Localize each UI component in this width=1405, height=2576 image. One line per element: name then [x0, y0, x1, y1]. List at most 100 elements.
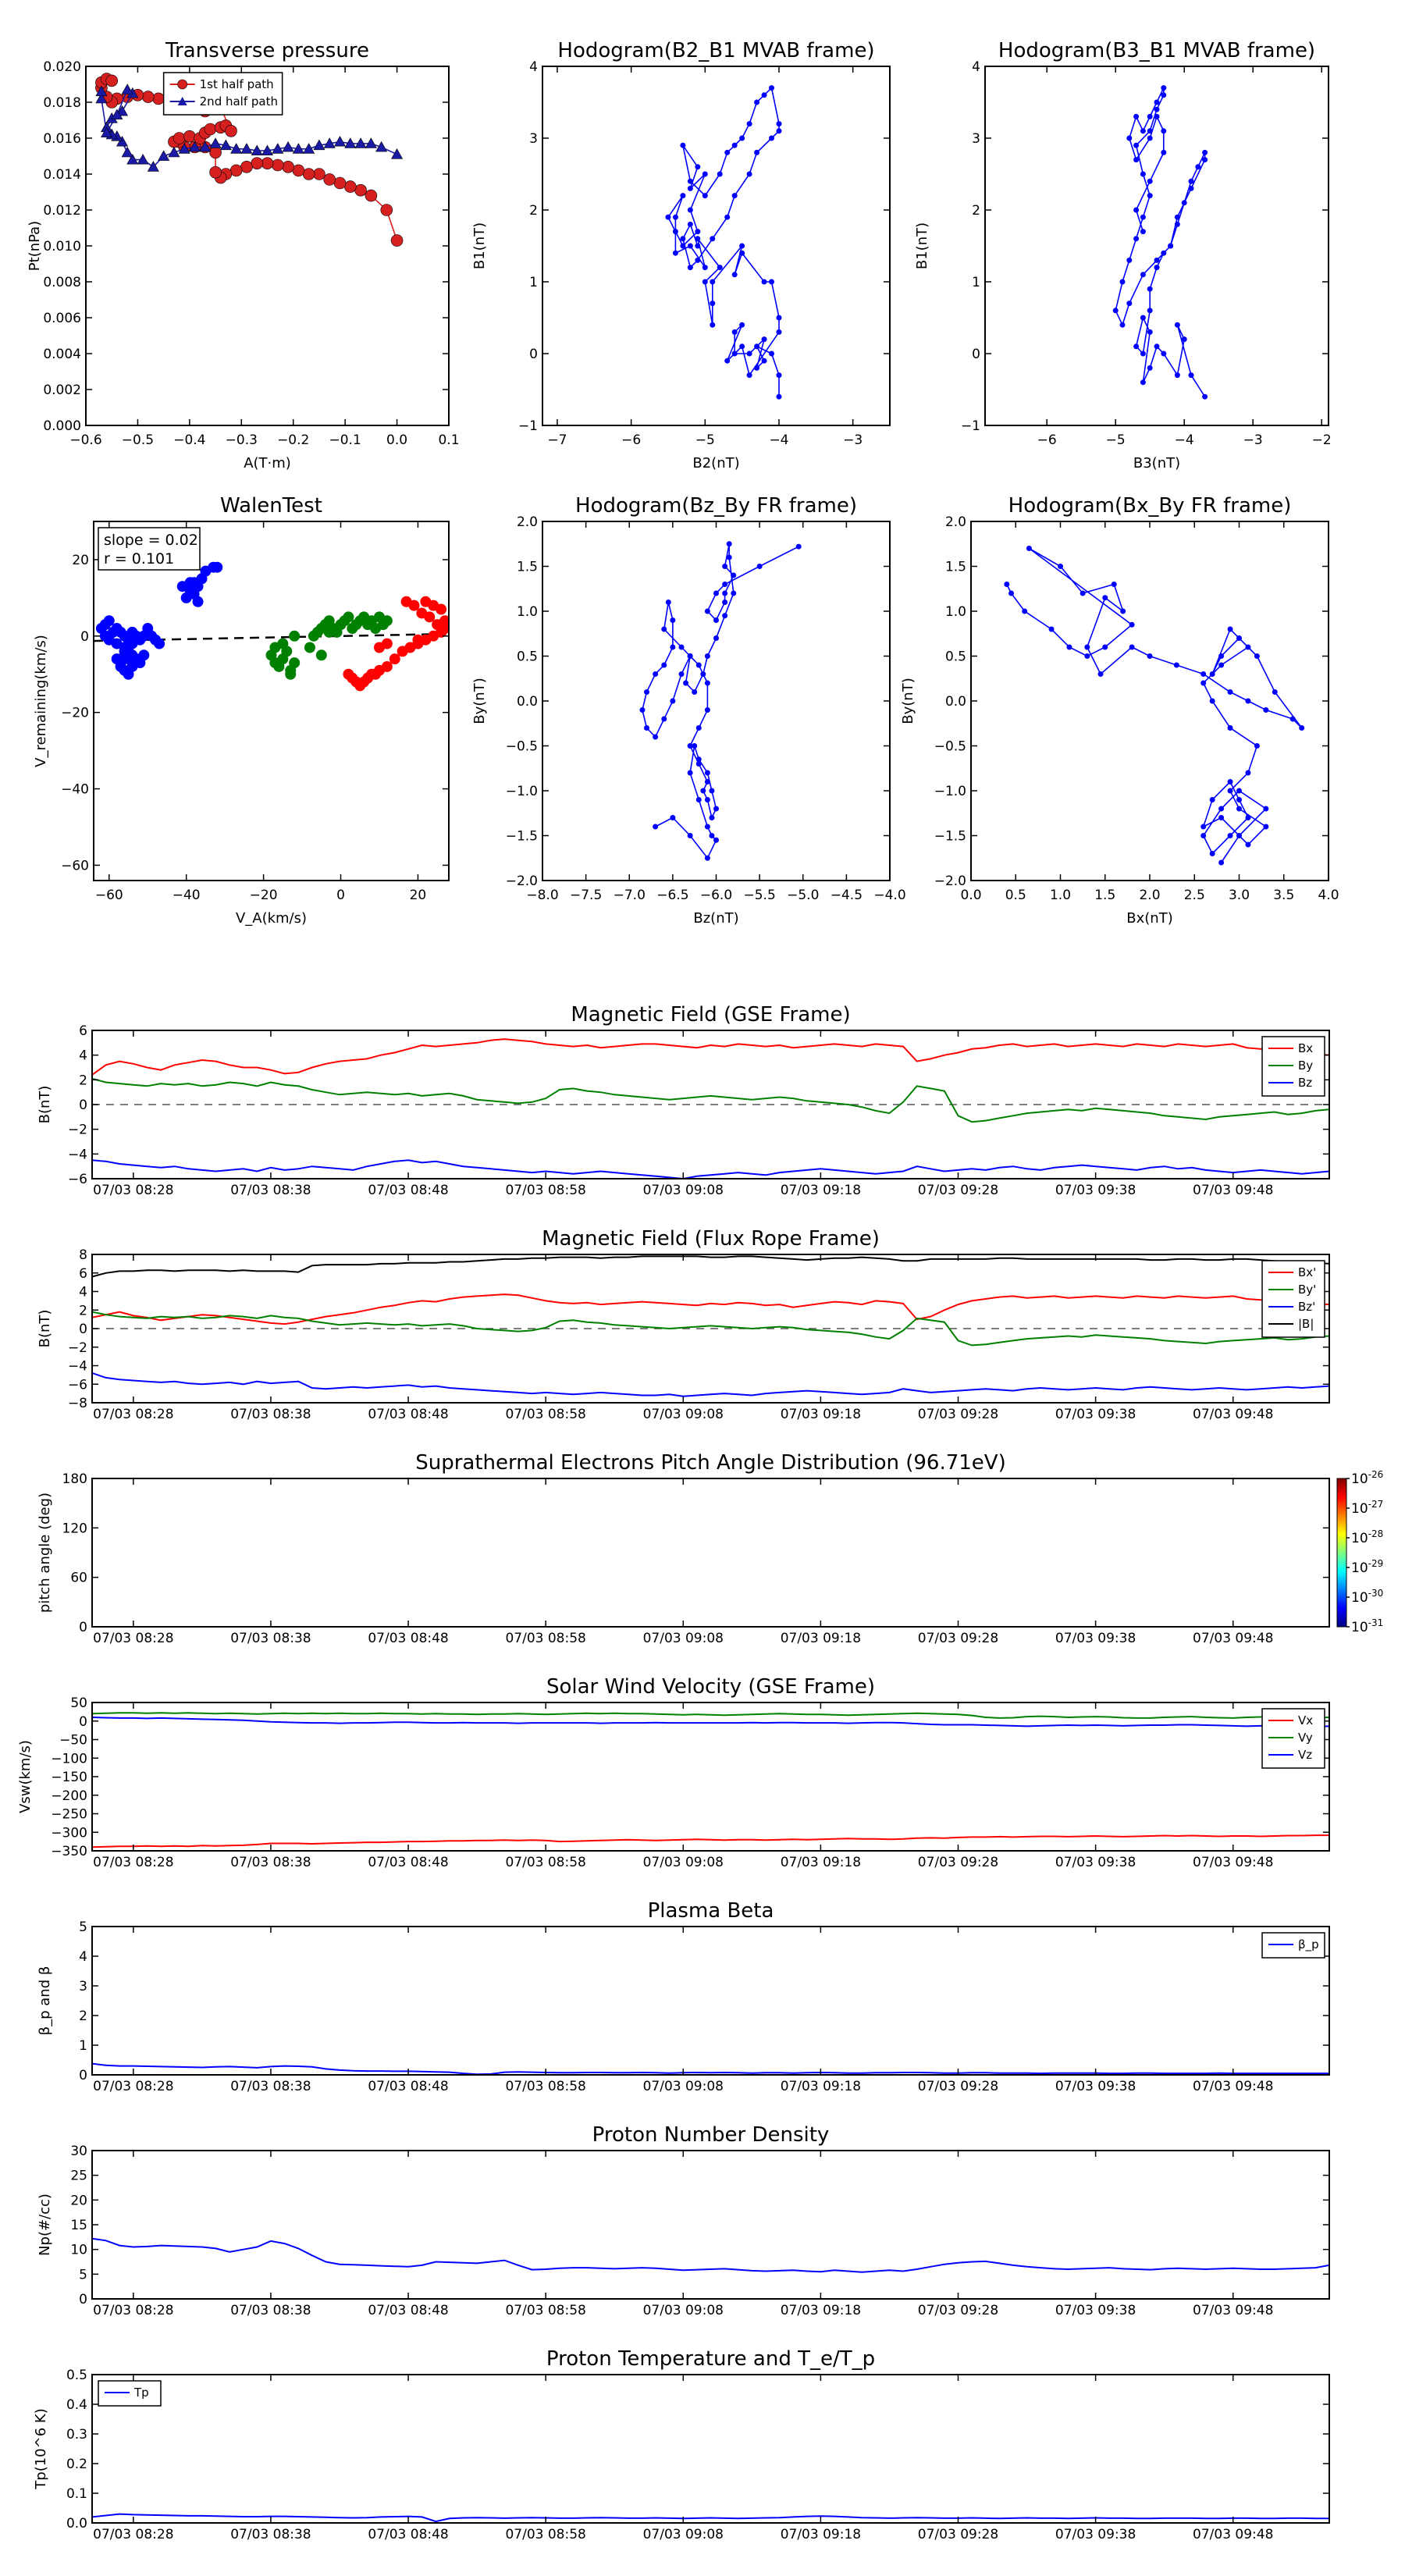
series-2: [343, 596, 449, 692]
y-tick-label: −6: [68, 1172, 87, 1187]
x-tick-label: 07/03 08:48: [368, 1407, 448, 1422]
x-axis-label: B2(nT): [692, 455, 739, 471]
x-tick-label: 07/03 08:38: [230, 2079, 311, 2094]
panel-7: Magnetic Field (Flux Rope Frame) −8 −6 −4 −2…: [37, 1227, 1330, 1422]
x-tick-label: 07/03 09:28: [918, 2079, 998, 2094]
series-vx: [92, 1834, 1329, 1848]
data-point: [1188, 372, 1194, 379]
data-point: [251, 157, 264, 169]
data-point: [687, 243, 693, 249]
y-axis-label: Np(#/cc): [37, 2194, 53, 2256]
data-point: [1133, 207, 1140, 213]
panel-6: Magnetic Field (GSE Frame) −6 −4 −2 0 2 4 6 07/0…: [37, 1003, 1330, 1198]
y-tick-label: −60: [61, 858, 89, 873]
data-point: [776, 315, 782, 321]
data-point: [700, 671, 706, 677]
y-tick-label: 15: [70, 2218, 87, 2233]
x-axis-label: V_A(km/s): [236, 910, 307, 927]
y-tick-label: −250: [51, 1807, 87, 1823]
data-point: [192, 596, 204, 607]
x-tick-label: 07/03 09:28: [918, 1183, 998, 1198]
data-point: [1084, 644, 1090, 650]
y-tick-label: 0: [529, 347, 538, 362]
y-tick-label: 0: [79, 2068, 87, 2083]
panel-3: WalenTest −60 −40 −20 0 20 −60 −40 −20 0 20 V_A(km/…: [33, 494, 450, 927]
data-point: [1200, 671, 1207, 677]
data-point: [670, 644, 676, 650]
y-tick-label: 0.010: [43, 239, 81, 254]
data-point: [154, 638, 165, 649]
x-tick-label: 07/03 09:38: [1055, 1183, 1136, 1198]
data-point: [1254, 743, 1260, 749]
data-point: [1140, 379, 1146, 386]
data-point: [1008, 590, 1015, 596]
y-tick-label: 0.016: [43, 131, 81, 147]
panel-title: Hodogram(B3_B1 MVAB frame): [998, 39, 1315, 62]
x-tick-label: 3.5: [1273, 888, 1294, 903]
data-point: [1174, 322, 1180, 328]
x-tick-label: −7.5: [570, 888, 602, 903]
data-point: [695, 797, 702, 802]
y-tick-label: −1.5: [934, 829, 966, 845]
data-point: [1227, 833, 1233, 838]
y-tick-label: 4: [529, 59, 538, 75]
data-point: [739, 250, 745, 256]
series-2nd-half-path: [95, 84, 404, 172]
y-tick-label: 10: [70, 2243, 87, 2258]
data-point: [761, 92, 767, 98]
series-line: [92, 1372, 1329, 1397]
y-tick-label: 0.002: [43, 382, 81, 398]
x-tick-label: 07/03 09:18: [781, 1407, 861, 1422]
data-point: [137, 153, 149, 165]
y-tick-label: 0.000: [43, 418, 81, 434]
data-point: [390, 234, 404, 247]
x-tick-label: 07/03 08:48: [368, 2527, 448, 2542]
data-point: [95, 85, 108, 97]
data-point: [754, 365, 760, 371]
legend: Bx By Bz: [1261, 1036, 1325, 1097]
data-point: [1129, 644, 1135, 650]
data-point: [126, 153, 139, 165]
x-tick-label: −6.0: [700, 888, 732, 903]
plot-area: [1112, 85, 1208, 400]
data-point: [769, 135, 775, 141]
data-point: [695, 662, 702, 668]
colorbar-tick-base: 10: [1351, 1620, 1368, 1635]
y-tick-label: 0: [80, 629, 89, 645]
data-point: [687, 207, 693, 213]
y-tick-label: 0: [79, 2292, 87, 2307]
x-tick-label: −0.3: [226, 432, 258, 448]
x-tick-label: −20: [250, 888, 278, 903]
x-tick-label: 07/03 09:38: [1055, 2079, 1136, 2094]
data-point: [695, 236, 701, 242]
y-tick-label: 2: [529, 203, 538, 219]
y-tick-label: 3: [529, 131, 538, 147]
colorbar-tick-exponent: -28: [1368, 1528, 1384, 1539]
y-tick-label: 0.006: [43, 311, 81, 326]
data-point: [1154, 113, 1160, 119]
data-point: [1181, 336, 1187, 343]
data-point: [1154, 343, 1160, 350]
data-point: [722, 600, 728, 605]
x-tick-label: 3.0: [1229, 888, 1250, 903]
x-tick-label: 07/03 09:48: [1193, 2079, 1273, 2094]
panel-10: Plasma Beta 0 1 2 3 4 5 07/03 08:28 07/03 08:38 0…: [37, 1899, 1330, 2094]
data-point: [1218, 806, 1225, 812]
series-line: [92, 1717, 1329, 1727]
axes-frame: [970, 521, 1329, 881]
y-tick-label: 8: [79, 1247, 87, 1263]
data-point: [761, 279, 767, 285]
data-point: [1147, 128, 1153, 134]
data-point: [661, 626, 667, 632]
data-point: [439, 615, 449, 627]
data-point: [230, 143, 243, 154]
colorbar-tick-label: 10-31: [1351, 1617, 1383, 1635]
data-point: [1245, 770, 1251, 776]
data-point: [1140, 272, 1146, 278]
x-tick-label: −7: [547, 432, 567, 448]
legend-label: Vy: [1298, 1731, 1313, 1745]
y-tick-label: 20: [70, 2193, 87, 2208]
plot-area: [92, 2237, 1329, 2273]
x-tick-label: 07/03 08:38: [230, 1631, 311, 1646]
y-axis-label: pitch angle (deg): [37, 1493, 53, 1613]
